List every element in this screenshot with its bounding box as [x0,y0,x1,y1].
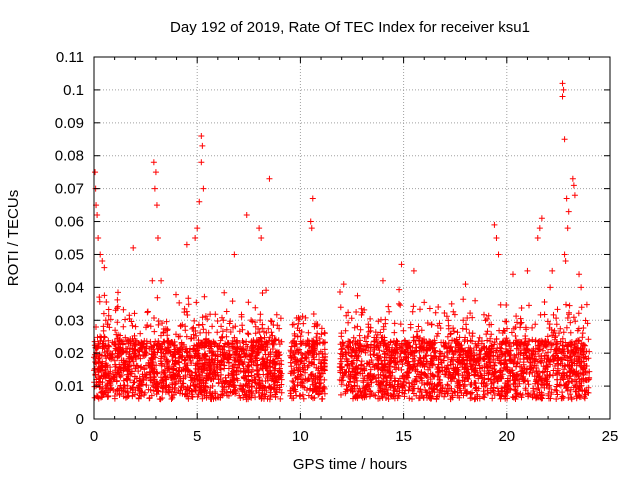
data-point [153,202,160,209]
data-point [92,169,99,176]
data-point [151,185,158,192]
data-point [509,271,516,278]
data-point [307,218,314,225]
y-tick-label: 0.08 [55,148,84,165]
x-tick-label: 25 [602,428,619,445]
y-tick-label: 0.03 [55,312,84,329]
data-point [576,271,583,278]
data-point [150,159,157,166]
data-point [563,195,570,202]
data-point [130,244,137,251]
data-point [493,235,500,241]
data-point [231,251,238,258]
data-point [561,136,568,143]
data-point [99,258,106,265]
y-tick-label: 0.06 [55,214,84,231]
data-point [570,182,577,189]
data-point [547,284,554,291]
data-point [564,225,571,232]
data-point [258,235,265,241]
x-tick-label: 20 [498,428,515,445]
data-point [569,175,576,182]
data-point [379,277,386,284]
x-tick-label: 10 [292,428,309,445]
x-tick-label: 15 [395,428,412,445]
x-axis-title: GPS time / hours [293,456,407,473]
data-point [266,175,273,182]
data-point [309,195,316,202]
data-point [398,261,405,268]
y-tick-label: 0.1 [63,82,84,99]
data-point [256,225,263,232]
data-point [198,132,205,139]
y-tick-label: 0.04 [55,279,84,296]
data-point [410,267,417,274]
y-tick-label: 0.09 [55,115,84,132]
data-point [536,225,543,232]
data-point [94,211,101,218]
x-tick-label: 0 [90,428,98,445]
data-point [491,221,498,228]
data-point [495,251,502,258]
data-point [152,169,159,176]
data-point [571,192,578,199]
data-point [154,235,161,241]
data-point [340,281,347,288]
y-tick-label: 0.05 [55,246,84,263]
axis-ticks [93,56,611,420]
data-point [561,251,568,258]
data-point [199,142,206,149]
data-point [196,198,203,205]
data-point [101,264,108,271]
data-point [308,225,315,232]
data-point [183,241,190,248]
data-point [524,267,531,274]
data-point [549,267,556,274]
y-tick-label: 0.02 [55,345,84,362]
y-tick-label: 0.01 [55,378,84,395]
chart-title: Day 192 of 2019, Rate Of TEC Index for r… [170,19,530,36]
data-point [534,235,541,241]
data-point [560,86,567,93]
plot-frame [93,56,611,420]
data-point [194,225,201,232]
x-tick-label: 5 [193,428,201,445]
y-tick-label: 0 [76,411,84,428]
data-point [578,284,585,291]
data-point [192,235,199,241]
data-point [462,281,469,288]
y-tick-labels: 0 0.01 0.02 0.03 0.04 0.05 0.06 0.07 0.08 0.09 0.1… [55,49,84,428]
data-point [562,258,569,265]
data-point [565,208,572,215]
data-point [538,215,545,222]
x-tick-labels: 0 5 10 15 20 25 [90,428,619,445]
data-point [95,235,102,241]
data-points [91,80,593,403]
data-point [243,211,250,218]
data-point [559,93,566,100]
y-tick-label: 0.07 [55,181,84,198]
y-axis-title: ROTI / TECUs [5,190,22,286]
data-point [200,185,207,192]
data-point [559,80,566,87]
data-point [198,159,205,166]
background-point-cloud [91,277,593,403]
y-tick-label: 0.11 [56,49,84,66]
